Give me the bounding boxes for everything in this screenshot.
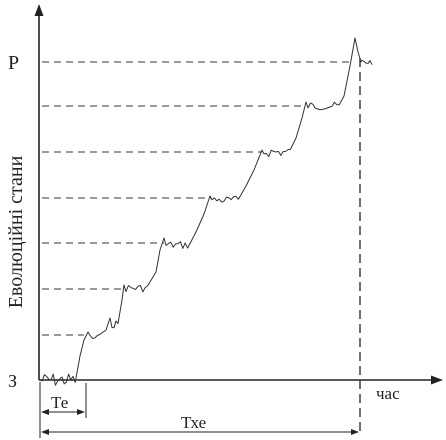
interval-markers: [39, 382, 359, 438]
x-axis-label: час: [376, 384, 400, 403]
y-axis-label: Еволюційні стани: [5, 155, 27, 308]
txe-right-arrow-icon: [351, 429, 359, 435]
interval-long-label: Тхе: [181, 413, 206, 432]
evolution-trajectory-curve: [39, 37, 373, 386]
txe-left-arrow-icon: [41, 429, 49, 435]
te-right-arrow-icon: [77, 409, 85, 415]
top-state-label: Р: [8, 52, 19, 74]
te-left-arrow-icon: [41, 409, 49, 415]
bottom-state-label: З: [8, 371, 17, 391]
x-axis-arrow-icon: [431, 375, 443, 385]
y-axis-arrow-icon: [34, 4, 44, 16]
state-level-lines: [42, 61, 354, 336]
axes: [34, 4, 443, 385]
interval-short-label: Те: [51, 393, 68, 412]
